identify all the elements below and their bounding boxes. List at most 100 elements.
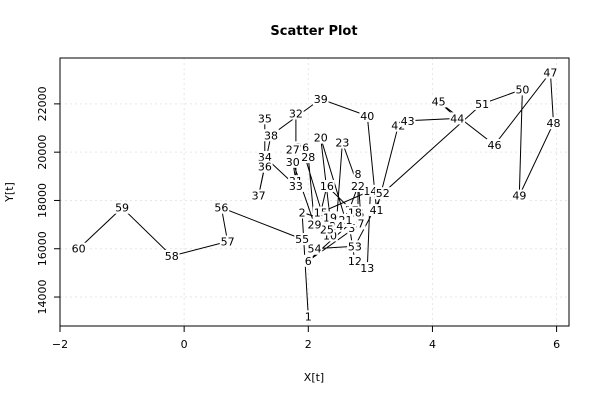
data-point-bg (300, 150, 317, 163)
data-point: 50 (514, 83, 531, 96)
data-point-label: 44 (450, 112, 464, 125)
data-point-label: 27 (286, 144, 300, 157)
data-point-label: 2 (299, 207, 306, 220)
data-point-bg (250, 189, 267, 202)
data-point: 35 (257, 112, 273, 125)
data-point-label: 47 (543, 66, 557, 79)
data-point-bg (542, 66, 559, 79)
data-point-label: 60 (72, 243, 86, 256)
data-point-bg (263, 129, 279, 142)
data-point: 58 (163, 249, 180, 263)
data-point-bg (430, 95, 447, 108)
data-point-label: 36 (258, 161, 272, 174)
data-point-bg (347, 240, 363, 253)
y-tick-label: 22000 (36, 86, 49, 121)
data-point-label: 13 (360, 262, 374, 275)
data-point-bg (213, 201, 230, 214)
data-point-bg (219, 235, 236, 248)
data-point: 16 (319, 179, 335, 193)
x-tick-label: 2 (305, 338, 312, 351)
data-point-bg (288, 179, 304, 192)
data-point-label: 22 (351, 180, 365, 193)
data-point: 55 (294, 233, 310, 246)
data-point-bg (362, 184, 379, 197)
y-tick-label: 14000 (36, 280, 49, 315)
data-point-label: 59 (115, 202, 129, 215)
data-point-label: 56 (214, 202, 228, 215)
data-point-label: 58 (165, 250, 179, 263)
data-point-bg (399, 114, 416, 127)
data-point-label: 55 (295, 233, 309, 246)
data-point-label: 3 (348, 222, 355, 235)
data-point-bg (284, 143, 301, 156)
data-point-label: 28 (301, 151, 315, 164)
data-point: 32 (288, 107, 304, 121)
data-point: 54 (306, 242, 323, 256)
data-point: 40 (359, 109, 376, 123)
data-point-bg (257, 112, 273, 125)
data-point-bg (303, 310, 313, 323)
data-point: 49 (511, 189, 528, 203)
data-point: 2 (297, 206, 307, 220)
data-point: 25 (319, 223, 335, 236)
x-tick-label: 4 (429, 338, 436, 351)
data-point-bg (257, 160, 273, 173)
data-point-label: 30 (286, 156, 300, 169)
data-point-bg (350, 179, 366, 192)
data-point-bg (163, 249, 180, 262)
data-point: 6 (303, 254, 313, 268)
data-point-label: 16 (320, 180, 334, 193)
x-tick-label: −2 (52, 338, 68, 351)
data-point-bg (306, 218, 323, 231)
data-point-bg (374, 187, 391, 200)
data-series: 1234567891011121314151617181920212223242… (70, 66, 562, 323)
data-point-bg (114, 201, 130, 214)
data-point: 30 (284, 155, 301, 169)
x-tick-label: 0 (181, 338, 188, 351)
data-point-label: 7 (358, 217, 365, 230)
data-point-label: 43 (401, 115, 415, 128)
data-point-label: 20 (314, 132, 328, 145)
y-axis: 14000 16000 18000 20000 22000 (36, 86, 61, 315)
data-point-bg (284, 155, 301, 168)
data-point-bg (312, 131, 329, 144)
data-point: 47 (542, 66, 559, 79)
data-point-label: 37 (252, 190, 266, 203)
data-point: 57 (219, 235, 236, 248)
data-point-label: 54 (308, 243, 322, 256)
data-point-bg (303, 254, 313, 267)
data-point: 51 (474, 97, 490, 111)
data-point-bg (257, 150, 273, 163)
data-point-label: 46 (488, 139, 502, 152)
data-point-label: 52 (376, 187, 390, 200)
data-point: 44 (449, 112, 466, 125)
data-point-bg (70, 242, 87, 255)
chart-title: Scatter Plot (270, 24, 357, 39)
data-point: 12 (347, 254, 363, 268)
data-point: 13 (359, 262, 376, 275)
data-point-bg (356, 217, 366, 230)
data-point-bg (297, 206, 307, 219)
data-point: 36 (257, 160, 273, 174)
data-point-label: 8 (354, 168, 361, 181)
x-axis-label: X[t] (304, 371, 324, 384)
data-point-label: 29 (308, 219, 322, 232)
data-point: 60 (70, 242, 87, 256)
data-point-bg (347, 254, 363, 267)
data-point: 41 (368, 204, 385, 217)
data-point-label: 41 (370, 204, 384, 217)
data-point: 29 (306, 218, 323, 232)
data-point-bg (368, 204, 385, 217)
data-point: 3 (347, 222, 357, 235)
data-point-bg (545, 117, 562, 130)
data-point-label: 39 (314, 93, 328, 106)
y-tick-label: 16000 (36, 231, 49, 266)
x-axis: −2 0 2 4 6 (52, 325, 560, 351)
data-point: 39 (312, 93, 329, 106)
data-point-bg (359, 109, 376, 122)
data-point: 43 (399, 114, 416, 128)
data-point: 8 (353, 167, 363, 181)
data-point: 38 (263, 129, 279, 142)
y-axis-label: Y[t] (3, 182, 16, 203)
